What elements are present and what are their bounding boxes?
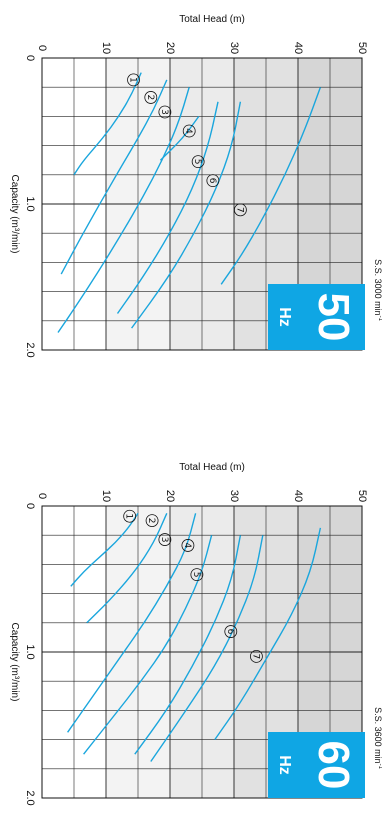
curve-label: 4 (182, 543, 192, 549)
frequency-value: 50 (309, 293, 358, 342)
head-axis-title: Total Head (m) (179, 14, 245, 25)
frequency-badge (268, 732, 365, 798)
capacity-tick-label: 1.0 (24, 196, 36, 211)
pump-curve-3 (57, 87, 190, 333)
capacity-axis-title: Capacity (m³/min) (9, 175, 20, 254)
curve-label-circle (206, 174, 220, 188)
speed-label: S.S. 3600 min-1 (373, 707, 382, 770)
curve-label: 6 (207, 178, 217, 184)
capacity-tick-label: 0 (24, 503, 36, 509)
pump-curve-1 (73, 72, 142, 176)
curve-label: 7 (234, 207, 244, 213)
head-tick-label: 20 (164, 42, 176, 54)
chart-panel-60hz: 0 10 20 30 40 50 0 1.0 2.0 Total Head (m) Capacity… (9, 462, 382, 806)
head-tick-label: 10 (100, 490, 112, 502)
head-tick-label: 20 (164, 490, 176, 502)
pump-curve-7 (220, 86, 322, 285)
capacity-tick-label: 1.0 (24, 644, 36, 659)
curve-label-circle (182, 124, 196, 138)
curve-label: 7 (250, 654, 260, 660)
curve-label-circle (158, 533, 172, 546)
head-tick-label: 40 (292, 42, 304, 54)
curve-label: 1 (128, 77, 138, 83)
pump-curve-5 (116, 101, 219, 314)
head-tick-label: 40 (292, 490, 304, 502)
head-tick-label: 10 (100, 42, 112, 54)
curve-label: 2 (146, 518, 156, 524)
head-tick-label: 30 (228, 490, 240, 502)
curve-label: 4 (183, 128, 193, 134)
curve-label-circle (249, 649, 263, 663)
head-tick-label: 0 (36, 45, 48, 51)
curve-label-circle (190, 568, 204, 582)
plot-frame (41, 57, 363, 351)
frequency-unit: Hz (276, 755, 293, 775)
capacity-tick-label: 2.0 (24, 342, 36, 357)
pump-curve-6 (150, 535, 264, 762)
pump-curve-7 (214, 527, 322, 741)
pump-curve-5 (134, 535, 242, 755)
head-tick-label: 50 (356, 490, 368, 502)
capacity-tick-label: 2.0 (24, 790, 36, 805)
curve-label-circle (191, 155, 205, 169)
curve-label-circle (233, 203, 247, 217)
curve-label: 3 (159, 109, 169, 115)
curve-label: 2 (145, 95, 155, 101)
pump-curve-2 (60, 79, 168, 275)
curve-label-circle (123, 509, 137, 523)
head-axis-title: Total Head (m) (179, 462, 245, 473)
curve-label-circle (145, 514, 159, 527)
head-tick-label: 30 (228, 42, 240, 54)
frequency-unit: Hz (276, 307, 293, 327)
curve-label: 5 (191, 572, 201, 578)
capacity-axis-title: Capacity (m³/min) (9, 623, 20, 702)
pump-curve-4 (83, 535, 213, 755)
plot-frame (41, 505, 363, 799)
curve-label-circle (127, 73, 140, 87)
pump-curve-6 (131, 101, 242, 329)
pump-curve-2 (86, 513, 168, 624)
curve-label-circle (158, 105, 172, 119)
curve-label-circle (144, 91, 158, 104)
speed-label: S.S. 3000 min-1 (373, 259, 382, 322)
curve-label-circle (224, 625, 238, 638)
chart-panel-50hz: 0 10 20 30 40 50 0 1.0 2.0 Total Head (m) Capacity… (9, 14, 382, 358)
head-tick-label: 0 (36, 493, 48, 499)
head-tick-label: 50 (356, 42, 368, 54)
curve-label: 6 (225, 629, 235, 635)
curve-label: 5 (192, 159, 202, 165)
curve-label-circle (181, 539, 195, 552)
pump-curve-1 (70, 512, 139, 587)
pump-curve-4 (159, 115, 200, 161)
speed-exponent: -1 (377, 764, 382, 770)
curve-label: 3 (159, 537, 169, 543)
curve-label: 1 (124, 513, 134, 519)
capacity-tick-label: 0 (24, 55, 36, 61)
speed-exponent: -1 (377, 316, 382, 322)
frequency-badge (268, 284, 365, 350)
frequency-value: 60 (309, 741, 358, 790)
pump-curve-3 (67, 513, 197, 733)
